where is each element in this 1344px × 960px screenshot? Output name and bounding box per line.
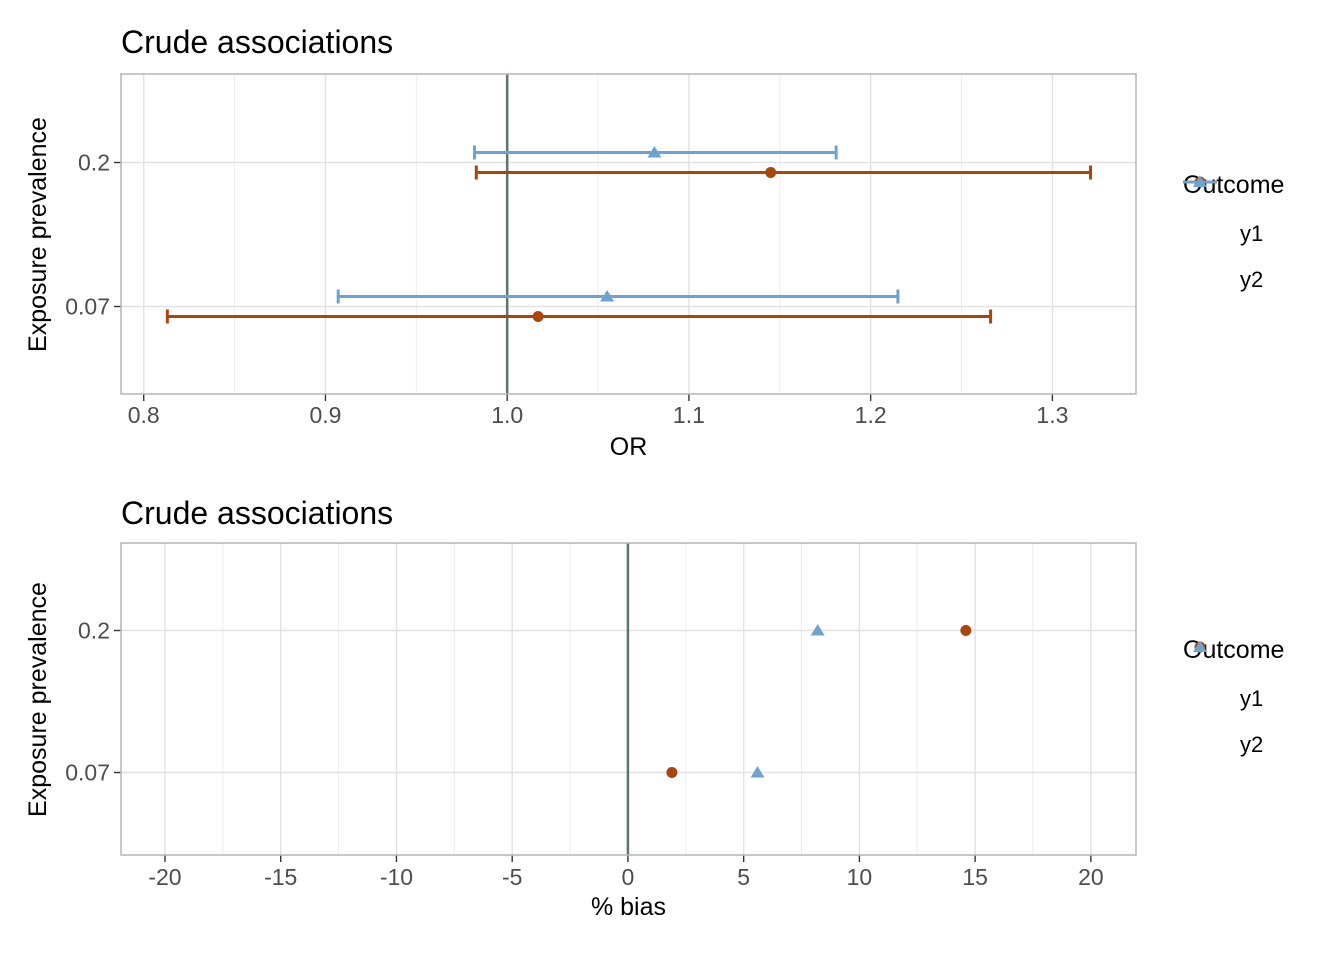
x-tick-label: 5 — [737, 864, 750, 890]
x-tick-label: 1.2 — [855, 402, 887, 428]
crude-associations-bias-chart: Crude associations Exposure prevalence -… — [0, 480, 1344, 960]
chart-title: Crude associations — [121, 24, 394, 60]
panel-border — [120, 542, 1137, 856]
triangle-key-glyph — [1183, 175, 1217, 187]
y1-data-point — [532, 311, 544, 322]
y2-data-point — [600, 290, 615, 302]
legend-item-y1: y1 — [1183, 641, 1284, 722]
x-axis-title: OR — [609, 433, 648, 461]
y2-pointrange-key-icon — [1183, 175, 1222, 292]
y-tick-label: 0.07 — [65, 294, 110, 320]
y2-data-point — [647, 146, 662, 158]
x-tick-label: 1.1 — [673, 402, 705, 428]
y1-data-point — [765, 167, 777, 178]
plot-panel: 0.8 0.9 1.0 1.1 1.2 1.3 0.2 0.07 — [65, 73, 1137, 428]
y1-point-key-icon — [1188, 641, 1222, 711]
legend-label: y1 — [1240, 686, 1264, 711]
x-axis-title: % bias — [590, 893, 667, 921]
legend-item-y1: y1 — [1183, 176, 1284, 257]
y-tick-label: 0.2 — [78, 150, 110, 176]
legend-item-y2: y2 — [1183, 640, 1284, 768]
key-marker — [1193, 640, 1207, 652]
x-tick-label: -20 — [148, 864, 181, 890]
y2-point-key-icon — [1188, 640, 1222, 757]
x-tick-label: -15 — [264, 864, 297, 890]
y1-pointrange-key-icon — [1183, 176, 1222, 246]
y2-data-point — [750, 766, 765, 778]
x-tick-label: 1.3 — [1036, 402, 1068, 428]
x-tick-label: 0.9 — [309, 402, 341, 428]
legend: Outcome y1 y2 — [1183, 635, 1284, 768]
y2-data-point — [810, 624, 825, 636]
x-tick-label: 15 — [962, 864, 988, 890]
x-tick-label: -5 — [502, 864, 522, 890]
x-tick-label: -10 — [380, 864, 413, 890]
x-tick-label: 1.0 — [491, 402, 523, 428]
x-tick-label: 0 — [622, 864, 635, 890]
y-tick-label: 0.07 — [65, 760, 110, 786]
y1-data-point — [666, 767, 678, 778]
x-tick-label: 0.8 — [128, 402, 160, 428]
panel-background — [121, 74, 1136, 394]
legend: Outcome y1 y2 — [1183, 170, 1284, 303]
y1-data-point — [960, 625, 972, 636]
y-tick-label: 0.2 — [78, 618, 110, 644]
crude-associations-or-chart: Crude associations Exposure prevalence 0… — [24, 24, 1285, 461]
x-tick-label: 20 — [1078, 864, 1104, 890]
chart-title: Crude associations — [121, 495, 394, 531]
panel-border — [120, 73, 1137, 395]
legend-label: y2 — [1240, 732, 1264, 757]
triangle-key-glyph — [1193, 640, 1207, 652]
legend-item-y2: y2 — [1183, 175, 1284, 303]
x-tick-label: 10 — [847, 864, 873, 890]
key-marker — [1193, 175, 1207, 187]
plot-panel: -20 -15 -10 -5 0 5 10 15 20 0.2 0.07 — [65, 542, 1137, 890]
legend-label: y1 — [1240, 221, 1264, 246]
legend-label: y2 — [1240, 267, 1264, 292]
